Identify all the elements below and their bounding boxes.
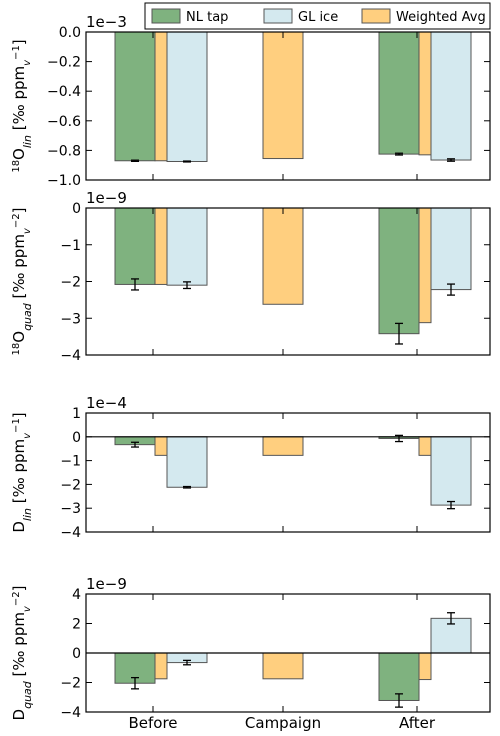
x-category-label: Before (128, 714, 177, 732)
axis-multiplier: 1e−9 (86, 575, 127, 593)
y-tick-label: 2 (72, 617, 81, 633)
y-tick-label: −4 (60, 525, 81, 541)
y-tick-label: −0.6 (47, 114, 81, 130)
y-tick-label: −0.2 (47, 55, 81, 71)
y-tick-label: 0.0 (59, 25, 81, 41)
y-tick-label: −2 (60, 477, 81, 493)
bar-weighted-avg-before (154, 207, 168, 285)
y-tick-label: 0 (72, 646, 81, 662)
bar-gl-ice-after (430, 436, 472, 506)
y-tick-label: −1.0 (47, 173, 81, 189)
bar-weighted-avg-before (154, 436, 168, 456)
legend-swatch (361, 8, 391, 24)
y-tick-label: 0 (72, 201, 81, 217)
bar-weighted-avg-before (154, 652, 168, 680)
legend-label: GL ice (298, 10, 338, 25)
legend-swatch (151, 8, 181, 24)
bar-gl-ice-before (166, 436, 208, 488)
bar-weighted-avg-campaign (262, 31, 304, 160)
bar-weighted-avg-campaign (262, 652, 304, 680)
axis-multiplier: 1e−3 (86, 13, 127, 31)
y-axis-label: 18Oquad [‰ ppmv−2] (10, 208, 34, 356)
panel-4: 4 2 0 −2 −4 1e−9 Dquad [‰ ppmv−2] (10, 575, 491, 721)
panel-1: 0.0 −0.2 −0.4 −0.6 −0.8 −1.0 1e−3 18Olin [‰ ppm… (10, 13, 491, 189)
bar-nl-tap-after (378, 652, 420, 701)
axes-frame (85, 412, 491, 533)
legend-label: Weighted Avg (396, 10, 486, 25)
legend-swatch (263, 8, 293, 24)
bar-gl-ice-after (430, 31, 472, 161)
bar-weighted-avg-after (418, 31, 432, 156)
panel-2: 0 −1 −2 −3 −4 1e−9 18Oquad [‰ ppmv−2] (10, 189, 491, 364)
y-tick-label: −2 (60, 275, 81, 291)
y-tick-label: −0.4 (47, 84, 81, 100)
y-tick-label: −1 (60, 454, 81, 470)
bar-gl-ice-after (430, 207, 472, 291)
bar-gl-ice-before (166, 31, 208, 162)
bar-weighted-avg-after (418, 436, 432, 456)
y-tick-label: −3 (60, 501, 81, 517)
axis-multiplier: 1e−9 (86, 189, 127, 207)
panel-3: 1 0 −1 −2 −3 −4 1e−4 Dlin [‰ ppmv−1] (10, 394, 491, 541)
y-tick-label: −1 (60, 238, 81, 254)
y-tick-label: −4 (60, 705, 81, 721)
legend: NL tap GL ice Weighted Avg (144, 2, 491, 30)
legend-label: NL tap (186, 10, 228, 25)
bar-nl-tap-after (378, 207, 420, 335)
x-category-label: After (399, 714, 436, 732)
axes-frame (85, 31, 491, 181)
legend-frame (144, 2, 491, 30)
y-tick-label: 4 (72, 587, 81, 603)
bar-weighted-avg-campaign (262, 207, 304, 305)
y-tick-label: −4 (60, 348, 81, 364)
axis-multiplier: 1e−4 (86, 394, 127, 412)
y-tick-label: −3 (60, 311, 81, 327)
bar-weighted-avg-after (418, 207, 432, 324)
bar-nl-tap-before (114, 31, 156, 162)
y-tick-label: −0.8 (47, 143, 81, 159)
bar-weighted-avg-campaign (262, 436, 304, 456)
y-axis-label: Dlin [‰ ppmv−1] (10, 412, 34, 532)
y-axis-label: Dquad [‰ ppmv−2] (10, 586, 34, 721)
y-tick-label: 1 (72, 406, 81, 422)
bar-nl-tap-before (114, 207, 156, 285)
bar-nl-tap-after (378, 31, 420, 155)
y-axis-label: 18Olin [‰ ppmv−1] (10, 39, 34, 172)
y-tick-label: 0 (72, 430, 81, 446)
y-tick-label: −2 (60, 676, 81, 692)
bar-gl-ice-before (166, 207, 208, 286)
x-category-label: Campaign (245, 714, 321, 732)
bar-weighted-avg-before (154, 31, 168, 162)
bar-weighted-avg-after (418, 652, 432, 681)
